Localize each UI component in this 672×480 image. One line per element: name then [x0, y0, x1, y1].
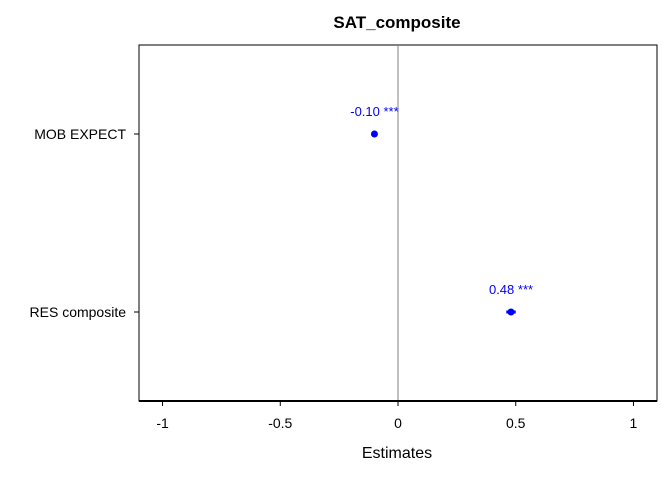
data-point [370, 130, 378, 138]
data-label: 0.48 *** [489, 282, 533, 297]
data-label: -0.10 *** [350, 104, 398, 119]
x-tick-label: 0.5 [506, 415, 526, 431]
chart-title: SAT_composite [333, 13, 460, 32]
y-category-label: MOB EXPECT [34, 126, 126, 142]
x-axis-title: Estimates [362, 445, 432, 462]
data-point [507, 308, 515, 316]
x-tick-label: -0.5 [268, 415, 292, 431]
x-tick-label: -1 [156, 415, 169, 431]
x-tick-label: 0 [394, 415, 402, 431]
y-category-label: RES composite [30, 304, 127, 320]
y-axis-categories: MOB EXPECT RES composite [30, 126, 139, 320]
x-tick-label: 1 [630, 415, 638, 431]
x-axis: -1 -0.5 0 0.5 1 [139, 400, 657, 431]
points-group: -0.10 *** 0.48 *** [350, 104, 533, 316]
